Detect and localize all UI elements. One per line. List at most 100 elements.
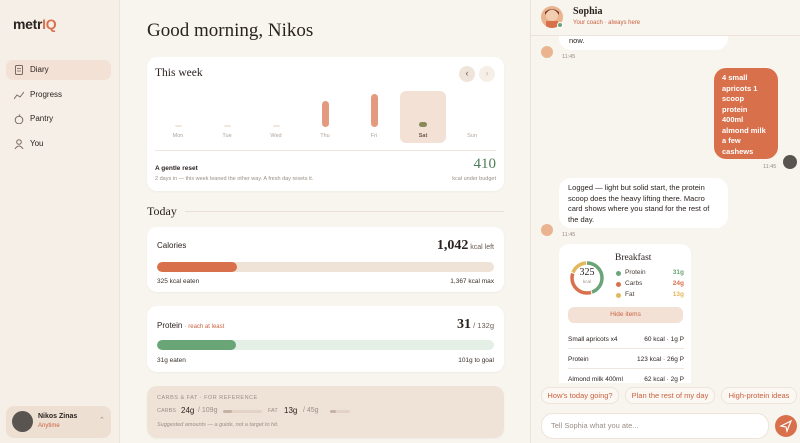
carbs-track [223,410,262,413]
nav-label: Diary [30,65,49,74]
selected-day [400,91,446,143]
macro-dot [616,271,621,276]
icon [15,65,23,75]
coach-status: Your coach · always here [573,20,641,26]
summary-title: A gentle reset [155,165,198,172]
nav-item[interactable]: Diary [6,60,111,80]
item-name: Almond milk 400ml [568,376,623,383]
calories-title: Calories [157,241,187,250]
carbs-bar [223,410,232,413]
divider [185,211,504,212]
calories-eaten: 325 kcal eaten [157,278,200,285]
macro-name: Protein [625,269,646,276]
next-week[interactable]: › [479,66,495,82]
day-label: Fri [370,133,378,139]
reference-card: CARBS & FAT · FOR REFERENCE CARBS 24g / … [147,386,504,438]
fat-target: / 45g [303,407,319,414]
day-label: Wed [270,133,282,139]
macro-amount: 31g [672,269,684,276]
week-title: This week [155,67,203,79]
calories-bar [157,262,238,272]
macro-amount: 13g [672,291,684,298]
chevron: ⌃ [99,417,105,424]
user-message: 4 small apricots 1 scoop protein 400ml a… [714,68,778,159]
today-heading: Today [147,204,177,218]
nav-label: Progress [30,90,63,99]
logo: metrIQ [13,16,57,32]
messages: now. 11:45 4 small apricots 1 scoop prot… [531,36,800,383]
day-label: Sun [467,133,477,139]
message-time: 11:45 [562,54,576,60]
protein-bar [157,340,237,350]
carbs-name: CARBS [157,408,176,414]
nav-item[interactable]: Pantry [6,109,111,129]
day-label: Thu [320,133,330,139]
breakfast-card: 325 kcal Breakfast Hide items Protein 31g… [559,244,691,383]
day-label: Tue [222,133,232,139]
protein-title: Protein [157,321,183,330]
nav-item[interactable]: You [6,134,111,154]
calories-card: Calories 1,042 kcal left 325 kcal eaten … [147,227,504,292]
prev-week[interactable]: ‹ [459,66,475,82]
protein-remaining: 101g to goal [458,357,494,364]
macro-dot [616,293,621,298]
item-row: Almond milk 400ml 62 kcal · 2g P [568,370,684,383]
calories-max: 1,367 kcal max [450,278,494,285]
nav-label: You [30,139,44,148]
protein-note: · reach at least [184,324,225,330]
message-time: 11:45 [763,164,777,170]
ring-segment [570,261,604,295]
protein-target: / 132g [473,321,494,330]
coach-avatar [541,46,553,58]
suggestion-chip[interactable]: Plan the rest of my day [625,387,715,404]
fat-bar [330,410,336,413]
day-bar [174,125,182,127]
user-card[interactable]: Nikos Zinas Anytime ⌃ [6,406,111,438]
item-detail: 60 kcal · 1g P [644,336,684,343]
fat-name: FAT [268,408,278,414]
week-card: This week ‹ › A gentle reset 2 days in —… [147,57,504,191]
nav-item[interactable]: Progress [6,85,111,105]
user-name: Nikos Zinas [38,413,78,420]
item-name: Protein [568,356,589,363]
sidebar: metrIQ Diary Progress Pantry You Nikos Z… [0,0,120,443]
chat-panel: Sophia Your coach · always here now. 11:… [530,0,800,443]
suggestion-chip[interactable]: How's today going? [541,387,619,404]
icon [14,114,24,124]
breakfast-total: 325 [579,267,595,278]
logo-accent: IQ [42,16,57,32]
protein-current: 31 [457,317,472,332]
day-bar [223,125,231,127]
macro-dot [616,282,621,287]
ring-segment [570,261,604,295]
protein-eaten: 31g eaten [157,357,186,364]
send-button[interactable] [775,415,797,437]
user-plan: Anytime [38,423,60,429]
fat-track [330,410,350,413]
item-row: Protein 123 kcal · 26g P [568,350,684,369]
day-bar [272,125,280,127]
user-avatar [12,411,33,432]
day-label: Mon [172,133,184,139]
divider [155,150,496,151]
breakfast-unit: kcal [582,279,591,284]
calories-left-unit: kcal left [470,244,494,251]
chat-header: Sophia Your coach · always here [531,0,800,36]
suggestion-chip[interactable]: High-protein ideas [721,387,797,404]
chat-input[interactable]: Tell Sophia what you ate... [541,413,769,439]
online-dot [557,22,563,28]
day-label: Sat [418,133,428,139]
nav-label: Pantry [30,114,54,123]
macro-amount: 24g [672,280,684,287]
user-avatar [783,155,797,169]
protein-track [157,340,494,350]
coach-avatar [541,224,553,236]
protein-card: Protein · reach at least 31 / 132g 31g e… [147,306,504,372]
reference-title: CARBS & FAT · FOR REFERENCE [157,395,258,401]
under-label: kcal under budget [452,176,496,182]
coach-message: now. [559,36,728,50]
item-name: Small apricots x4 [568,336,618,343]
hide-items[interactable]: Hide items [568,307,683,323]
coach-name: Sophia [573,6,603,17]
